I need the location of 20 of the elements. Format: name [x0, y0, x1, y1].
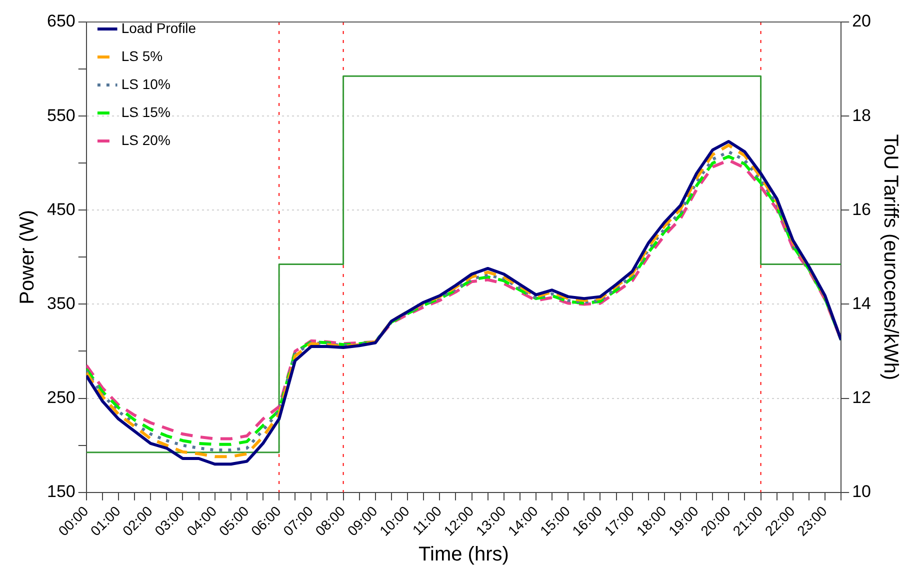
y2-tick-label: 16 — [852, 200, 872, 219]
legend-label: LS 10% — [121, 76, 170, 92]
y-tick-label: 250 — [46, 388, 76, 407]
y2-tick-label: 10 — [852, 482, 872, 502]
y2-axis-title: ToU Tariffs (eurocents/kWh) — [879, 134, 902, 380]
y2-tick-label: 12 — [852, 388, 872, 407]
legend-label: LS 15% — [121, 104, 170, 120]
y-tick-label: 350 — [46, 294, 76, 313]
y2-tick-label: 14 — [852, 294, 872, 313]
legend-label: LS 5% — [121, 48, 163, 64]
legend-label: LS 20% — [121, 132, 170, 148]
legend-label: Load Profile — [121, 20, 196, 36]
y2-tick-label: 18 — [852, 106, 872, 125]
y2-tick-label: 20 — [852, 12, 872, 31]
y-tick-label: 650 — [46, 12, 76, 31]
y-tick-label: 550 — [46, 106, 76, 125]
y-tick-label: 150 — [46, 482, 76, 502]
y-tick-label: 450 — [46, 200, 76, 219]
x-axis-title: Time (hrs) — [418, 544, 509, 566]
y-axis-title: Power (W) — [16, 210, 39, 304]
